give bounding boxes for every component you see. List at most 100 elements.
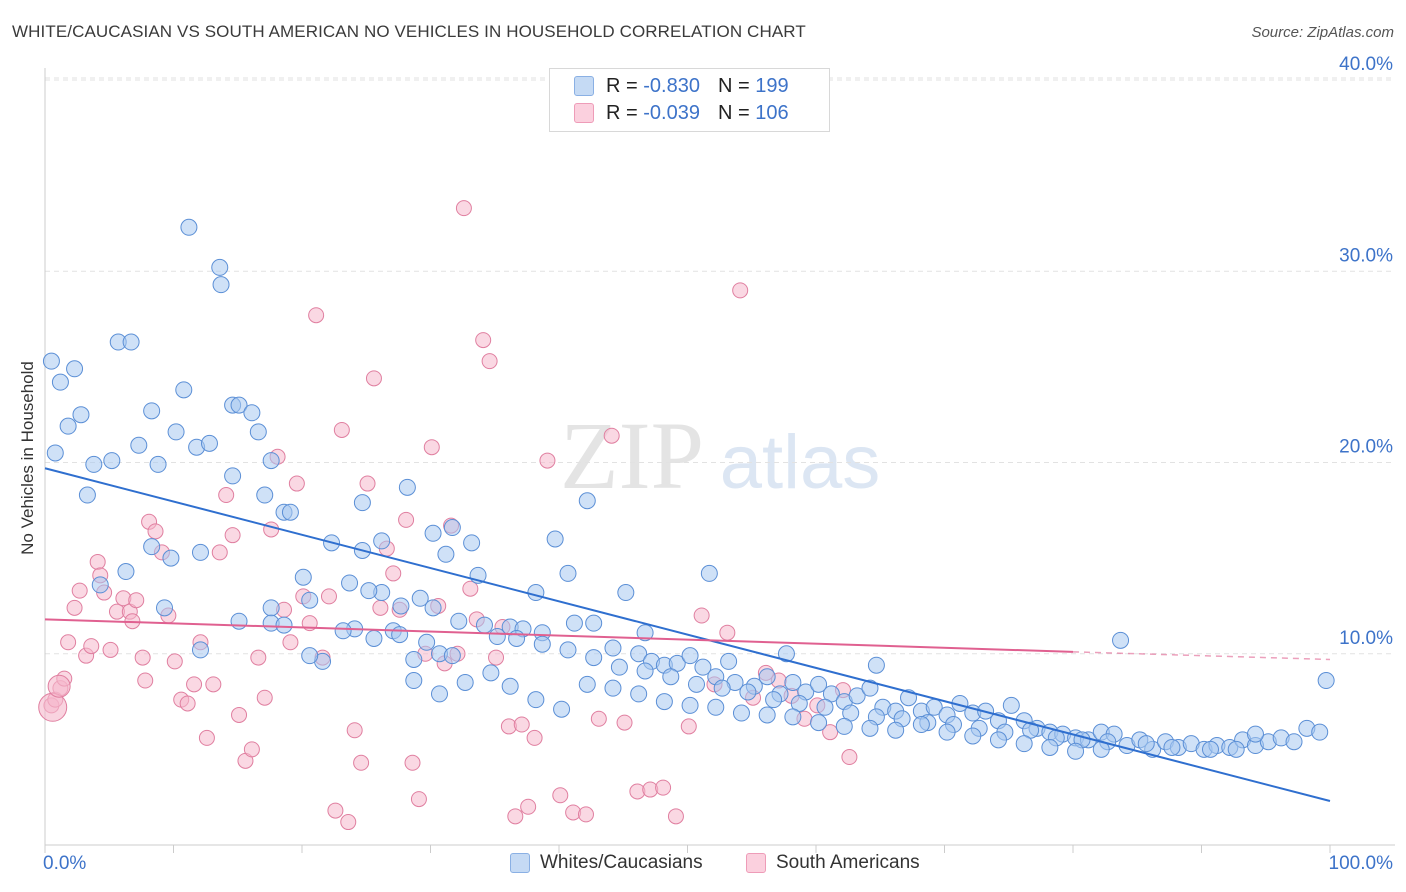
y-tick-label: 40.0% — [1339, 54, 1393, 75]
whites-caucasians-point — [143, 538, 161, 556]
y-tick-label: 10.0% — [1339, 628, 1393, 649]
south-americans-point — [732, 282, 749, 299]
legend-swatch-pink — [574, 103, 594, 123]
south-americans-point — [250, 649, 267, 666]
south-americans-point — [507, 808, 524, 825]
whites-caucasians-point — [66, 360, 84, 378]
south-americans-point — [667, 808, 684, 825]
whites-caucasians-point — [301, 647, 319, 665]
whites-caucasians-point — [373, 532, 391, 550]
whites-caucasians-point — [334, 622, 352, 640]
south-americans-point — [481, 353, 498, 370]
whites-caucasians-point — [149, 455, 167, 473]
whites-caucasians-point — [687, 675, 705, 693]
whites-caucasians-point — [700, 564, 718, 582]
south-americans-point — [539, 452, 556, 469]
whites-caucasians-point — [200, 434, 218, 452]
legend-swatch-blue — [574, 76, 594, 96]
south-americans-point — [102, 641, 119, 658]
whites-caucasians-point — [527, 691, 545, 709]
whites-caucasians-point — [117, 563, 135, 581]
whites-caucasians-point — [559, 641, 577, 659]
whites-caucasians-point — [191, 543, 209, 561]
whites-caucasians-point — [810, 714, 828, 732]
south-americans-point — [359, 475, 376, 492]
whites-caucasians-point — [604, 679, 622, 697]
south-americans-point — [282, 634, 299, 651]
whites-caucasians-point — [405, 672, 423, 690]
whites-caucasians-point — [810, 675, 828, 693]
south-americans-trend-extension — [1072, 651, 1331, 661]
whites-caucasians-point — [681, 647, 699, 665]
south-americans-point — [616, 714, 633, 731]
whites-caucasians-point — [353, 494, 371, 512]
whites-caucasians-point — [130, 436, 148, 454]
whites-caucasians-point — [964, 727, 982, 745]
whites-caucasians-point — [262, 452, 280, 470]
south-americans-point — [526, 729, 543, 746]
whites-caucasians-point — [411, 589, 429, 607]
south-americans-point — [179, 695, 196, 712]
whites-caucasians-point — [85, 455, 103, 473]
whites-caucasians-point — [1041, 738, 1059, 756]
whites-caucasians-point — [527, 584, 545, 602]
south-americans-point — [603, 427, 620, 444]
south-americans-point — [166, 653, 183, 670]
whites-caucasians-point — [224, 467, 242, 485]
south-americans-point — [488, 649, 505, 666]
whites-caucasians-point — [482, 664, 500, 682]
legend-n-label: N = — [717, 101, 756, 124]
south-americans-point — [398, 511, 415, 528]
legend-n-value: 199 — [755, 74, 789, 97]
watermark-zip: ZIP — [560, 402, 704, 509]
whites-caucasians-point — [758, 668, 776, 686]
whites-caucasians-point — [175, 381, 193, 399]
whites-caucasians-point — [617, 584, 635, 602]
south-americans-point — [256, 689, 273, 706]
whites-caucasians-point — [662, 668, 680, 686]
south-americans-point — [60, 634, 77, 651]
bottom-legend-swatch-pink — [746, 853, 766, 873]
whites-caucasians-point — [578, 675, 596, 693]
whites-caucasians-point — [392, 597, 410, 615]
whites-caucasians-point — [501, 677, 519, 695]
whites-caucasians-point — [456, 673, 474, 691]
whites-caucasians-point — [398, 478, 416, 496]
whites-caucasians-point — [989, 731, 1007, 749]
whites-caucasians-point — [443, 519, 461, 537]
whites-caucasians-point — [162, 549, 180, 567]
whites-caucasians-point — [405, 650, 423, 668]
y-axis-label: No Vehicles in Household — [18, 361, 37, 555]
legend-r-label: R = — [606, 101, 644, 124]
whites-caucasians-point — [243, 404, 261, 422]
whites-caucasians-point — [681, 696, 699, 714]
whites-caucasians-point — [732, 704, 750, 722]
whites-caucasians-point — [262, 599, 280, 617]
whites-caucasians-point — [430, 685, 448, 703]
whites-caucasians-point — [546, 530, 564, 548]
whites-caucasians-point — [1067, 742, 1085, 760]
whites-caucasians-point — [156, 599, 174, 617]
whites-caucasians-point — [694, 658, 712, 676]
south-americans-point — [655, 779, 672, 796]
whites-caucasians-point — [553, 700, 571, 718]
south-americans-point — [147, 523, 164, 540]
south-americans-point — [719, 624, 736, 641]
whites-caucasians-point — [861, 719, 879, 737]
whites-caucasians-point — [1311, 723, 1329, 741]
south-americans-point — [577, 806, 594, 823]
bottom-legend-whites: Whites/Caucasians — [510, 852, 703, 874]
whites-caucasians-point — [720, 652, 738, 670]
whites-caucasians-point — [604, 639, 622, 657]
whites-caucasians-point — [230, 612, 248, 630]
whites-caucasians-point — [301, 591, 319, 609]
south-americans-point — [71, 582, 88, 599]
correlation-legend: R = -0.830 N = 199 R = -0.039 N = 106 — [549, 68, 830, 132]
whites-caucasians-point — [360, 582, 378, 600]
south-americans-point — [513, 716, 530, 733]
whites-caucasians-point — [578, 492, 596, 510]
south-americans-point — [327, 802, 344, 819]
south-americans-point — [47, 674, 71, 698]
whites-caucasians-point — [636, 662, 654, 680]
